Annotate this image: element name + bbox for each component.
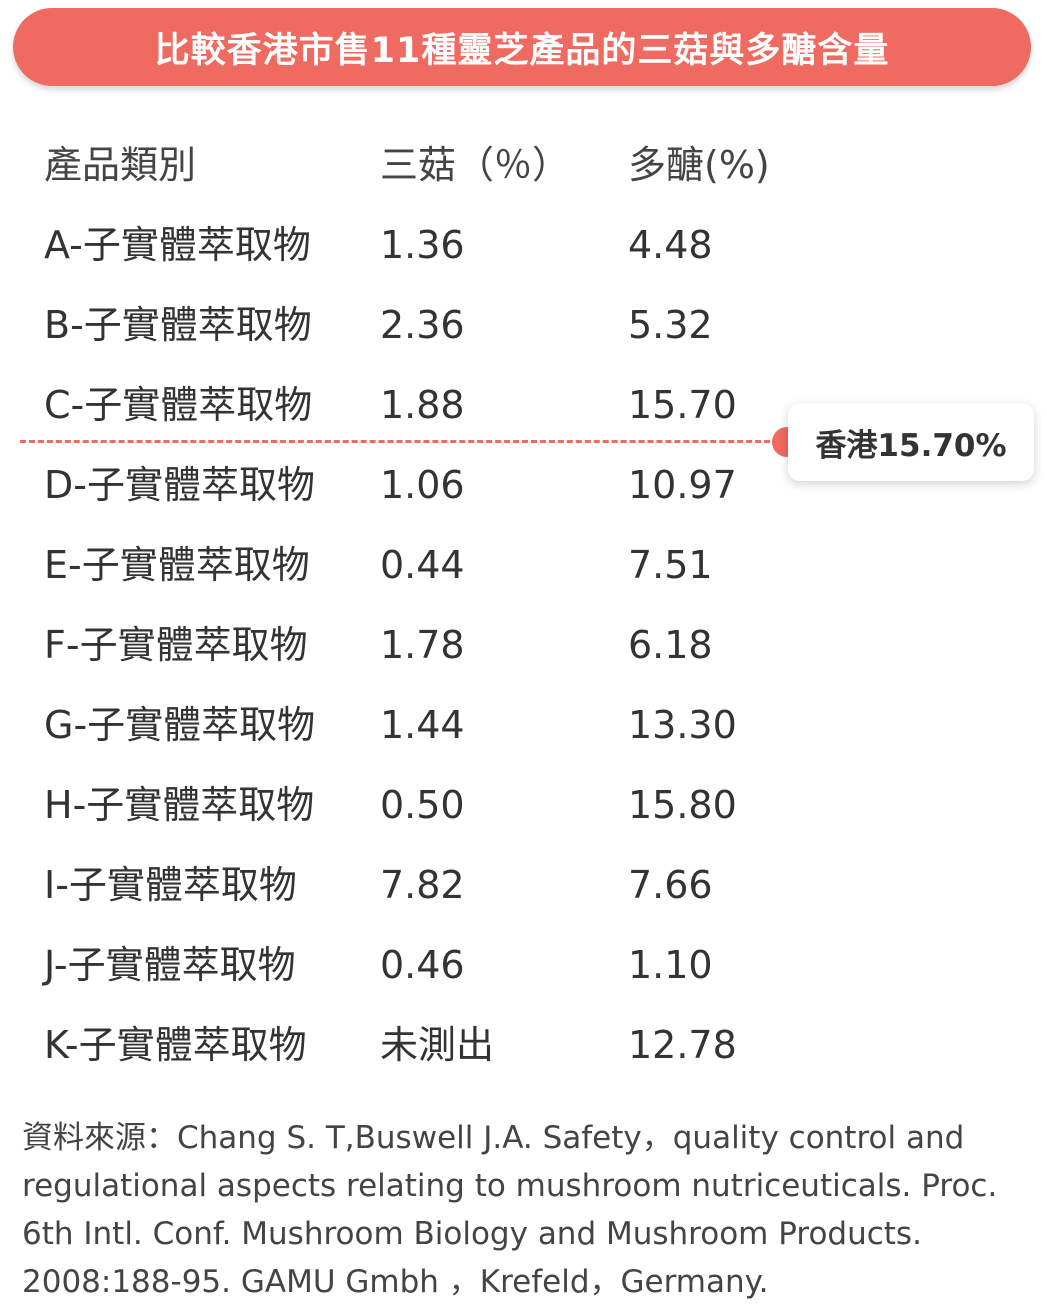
cell-triterpenes: 1.78 bbox=[380, 623, 465, 667]
cell-polysaccharides: 15.70 bbox=[628, 383, 737, 427]
header-category: 產品類別 bbox=[44, 143, 197, 187]
cell-polysaccharides: 7.66 bbox=[628, 863, 713, 907]
page-title: 比較香港市售11種靈芝產品的三菇與多醣含量 bbox=[154, 30, 890, 71]
cell-triterpenes: 0.44 bbox=[380, 543, 465, 587]
header-polysaccharides: 多醣(%) bbox=[628, 143, 770, 187]
cell-category: E-子實體萃取物 bbox=[44, 543, 310, 587]
cell-polysaccharides: 1.10 bbox=[628, 943, 713, 987]
cell-polysaccharides: 12.78 bbox=[628, 1023, 737, 1067]
cell-triterpenes: 0.50 bbox=[380, 783, 465, 827]
reference-label: 香港15.70% bbox=[815, 427, 1007, 464]
cell-category: F-子實體萃取物 bbox=[44, 623, 308, 667]
source-citation: 資料來源：Chang S. T,Buswell J.A. Safety，qual… bbox=[22, 1120, 998, 1300]
reference-callout: 香港15.70% bbox=[788, 403, 1034, 481]
cell-triterpenes: 1.36 bbox=[380, 223, 465, 267]
cell-category: K-子實體萃取物 bbox=[44, 1023, 307, 1067]
cell-triterpenes: 1.06 bbox=[380, 463, 465, 507]
cell-polysaccharides: 4.48 bbox=[628, 223, 713, 267]
cell-polysaccharides: 15.80 bbox=[628, 783, 737, 827]
cell-category: J-子實體萃取物 bbox=[44, 943, 296, 987]
cell-polysaccharides: 13.30 bbox=[628, 703, 737, 747]
cell-triterpenes: 1.88 bbox=[380, 383, 465, 427]
cell-triterpenes: 未測出 bbox=[380, 1023, 495, 1067]
cell-triterpenes: 2.36 bbox=[380, 303, 465, 347]
cell-category: G-子實體萃取物 bbox=[44, 703, 316, 747]
title-banner: 比較香港市售11種靈芝產品的三菇與多醣含量 bbox=[13, 8, 1031, 86]
cell-polysaccharides: 5.32 bbox=[628, 303, 713, 347]
reference-line bbox=[20, 440, 788, 443]
cell-polysaccharides: 7.51 bbox=[628, 543, 713, 587]
data-table: 產品類別 三菇（％） 多醣(%) A-子實體萃取物 1.36 4.48 B-子實體萃取… bbox=[44, 143, 770, 1067]
cell-triterpenes: 1.44 bbox=[380, 703, 465, 747]
cell-category: A-子實體萃取物 bbox=[44, 223, 311, 267]
cell-category: B-子實體萃取物 bbox=[44, 303, 312, 347]
cell-category: H-子實體萃取物 bbox=[44, 783, 315, 827]
cell-polysaccharides: 6.18 bbox=[628, 623, 713, 667]
cell-triterpenes: 7.82 bbox=[380, 863, 465, 907]
cell-category: C-子實體萃取物 bbox=[44, 383, 313, 427]
cell-category: I-子實體萃取物 bbox=[44, 863, 297, 907]
header-triterpenes: 三菇（％） bbox=[380, 143, 571, 187]
cell-category: D-子實體萃取物 bbox=[44, 463, 315, 507]
cell-polysaccharides: 10.97 bbox=[628, 463, 737, 507]
cell-triterpenes: 0.46 bbox=[380, 943, 465, 987]
